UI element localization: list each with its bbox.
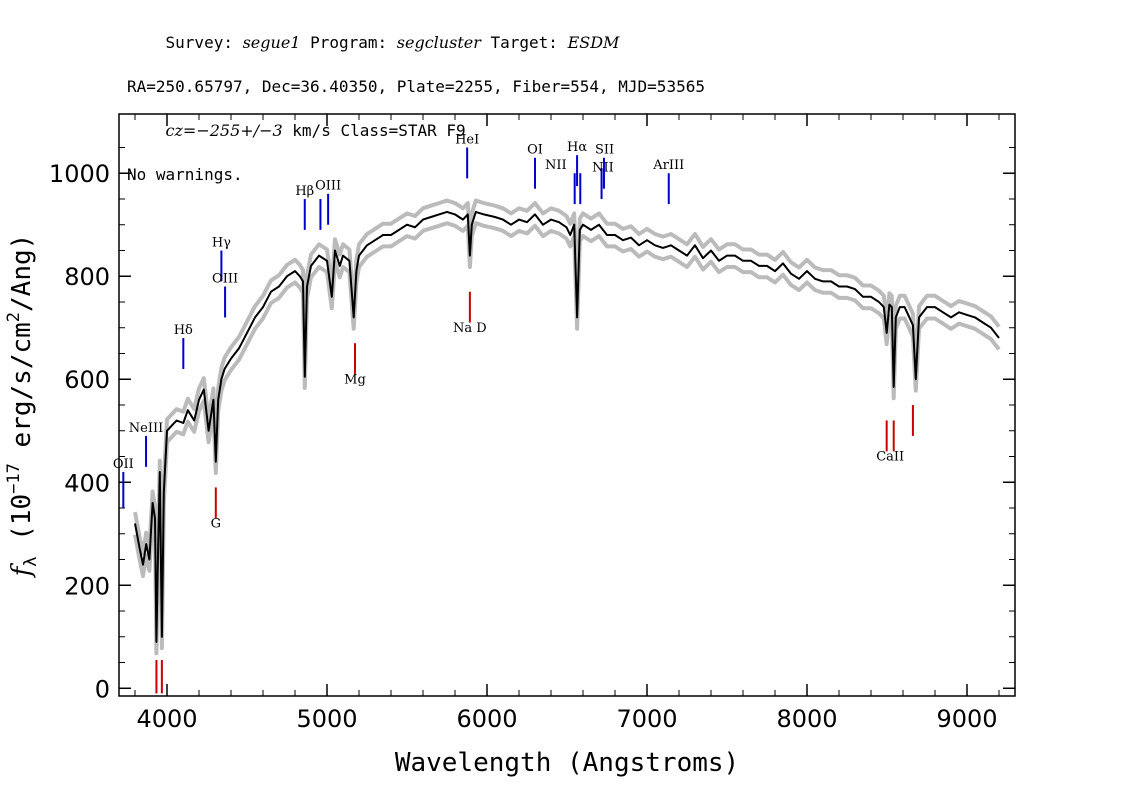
header-line-coordinates: RA=250.65797, Dec=36.40350, Plate=2255, …	[127, 77, 705, 96]
spectral-line-label: Hβ	[295, 184, 314, 199]
spectral-line-label: G	[211, 517, 221, 532]
axis-ticks: 4000 5000 6000 7000 8000 9000 0 200 400 600 800 100…	[49, 114, 1015, 733]
x-axis-title: Wavelength (Angstroms)	[395, 748, 739, 778]
header-cz-value: cz=−255+/−3	[165, 121, 283, 140]
spectrum-error-band-lower	[133, 221, 1001, 656]
header-target-value: ESDM	[567, 33, 620, 52]
header-survey-value: segue1	[242, 33, 301, 52]
y-tick-label: 1000	[49, 160, 110, 188]
header-line-warnings: No warnings.	[127, 165, 243, 184]
spectral-line-markers: OIINeIIIHδHγOIIIHβOIIIHeIOINIIHαNIISIIAr…	[113, 132, 914, 694]
x-tick-label: 4000	[136, 705, 197, 733]
y-tick-label: 800	[64, 263, 110, 291]
header-line-survey: Survey: segue1 Program: segcluster Targe…	[127, 10, 705, 76]
spectrum-error-band-upper	[133, 198, 1001, 633]
y-axis-title: fλ (10−17 erg/s/cm2/Ang)	[4, 234, 41, 579]
plot-frame	[118, 113, 1016, 697]
spectral-line-label: OI	[527, 143, 543, 158]
header-text: Survey:	[165, 33, 243, 52]
spectrum-header: Survey: segue1 Program: segcluster Targe…	[127, 10, 705, 186]
spectral-line-label: OIII	[212, 271, 238, 286]
spectral-line-label: Hα	[567, 140, 587, 155]
spectral-line-label: NeIII	[129, 421, 163, 436]
spectral-line-label: Hγ	[212, 235, 231, 250]
header-class-text: km/s Class=STAR F9	[282, 121, 466, 140]
ylabel-sup-square: 2	[4, 312, 24, 322]
y-tick-label: 0	[95, 675, 110, 703]
x-tick-label: 6000	[456, 705, 517, 733]
ylabel-mid: erg/s/cm	[7, 322, 37, 463]
x-tick-label: 9000	[936, 705, 997, 733]
y-tick-label: 200	[64, 572, 110, 600]
ylabel-sub: λ	[21, 556, 41, 566]
header-program-value: segcluster	[396, 33, 481, 52]
spectral-line-label: Hδ	[174, 323, 193, 338]
spectral-line-label: SII	[595, 143, 614, 158]
header-line-redshift: cz=−255+/−3 km/s Class=STAR F9	[127, 98, 705, 164]
spectral-line-label: OIII	[315, 179, 341, 194]
spectral-line-label: NII	[545, 158, 567, 173]
spectral-line-label: ArIII	[652, 158, 684, 173]
spectral-line-label: OII	[113, 457, 134, 472]
ylabel-pre: (10	[7, 494, 37, 557]
spectrum-series	[133, 198, 1001, 656]
header-text: Target:	[480, 33, 568, 52]
spectral-line-label: Mg	[344, 372, 366, 387]
ylabel-post: /Ang)	[7, 234, 37, 312]
spectrum-flux-line	[134, 210, 1000, 643]
header-text: Program:	[300, 33, 397, 52]
y-tick-label: 400	[64, 469, 110, 497]
y-tick-label: 600	[64, 366, 110, 394]
spectral-line-label: HeI	[455, 132, 479, 147]
x-tick-label: 8000	[776, 705, 837, 733]
x-tick-label: 7000	[616, 705, 677, 733]
spectral-line-label: CaII	[876, 450, 904, 465]
x-tick-label: 5000	[296, 705, 357, 733]
ylabel-sup-exponent: −17	[4, 463, 24, 494]
spectral-line-label: Na D	[453, 321, 487, 336]
